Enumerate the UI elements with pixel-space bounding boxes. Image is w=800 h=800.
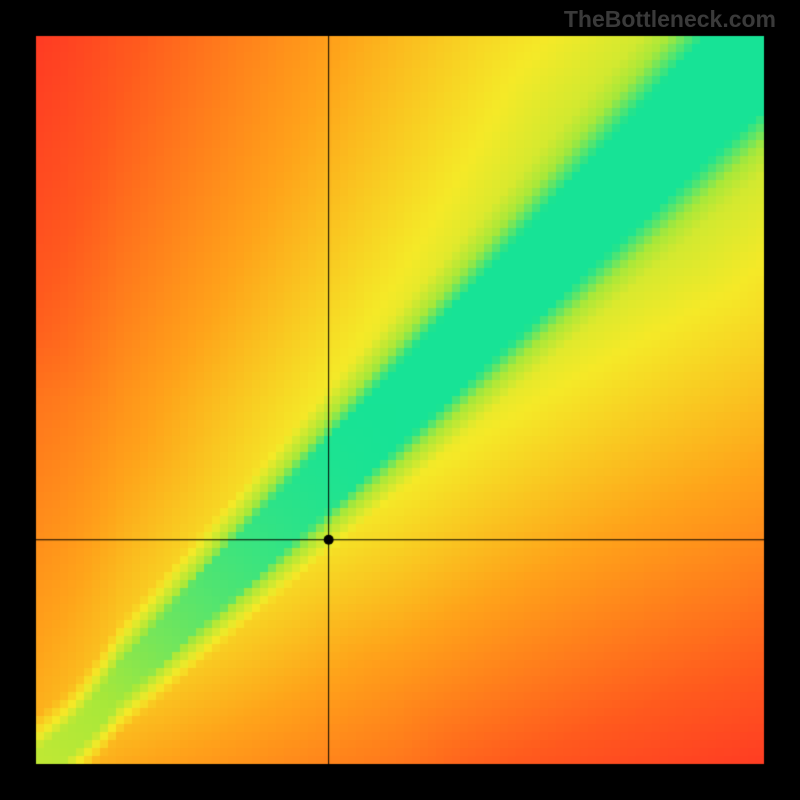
watermark-text: TheBottleneck.com <box>564 6 776 33</box>
bottleneck-heatmap <box>0 0 800 800</box>
